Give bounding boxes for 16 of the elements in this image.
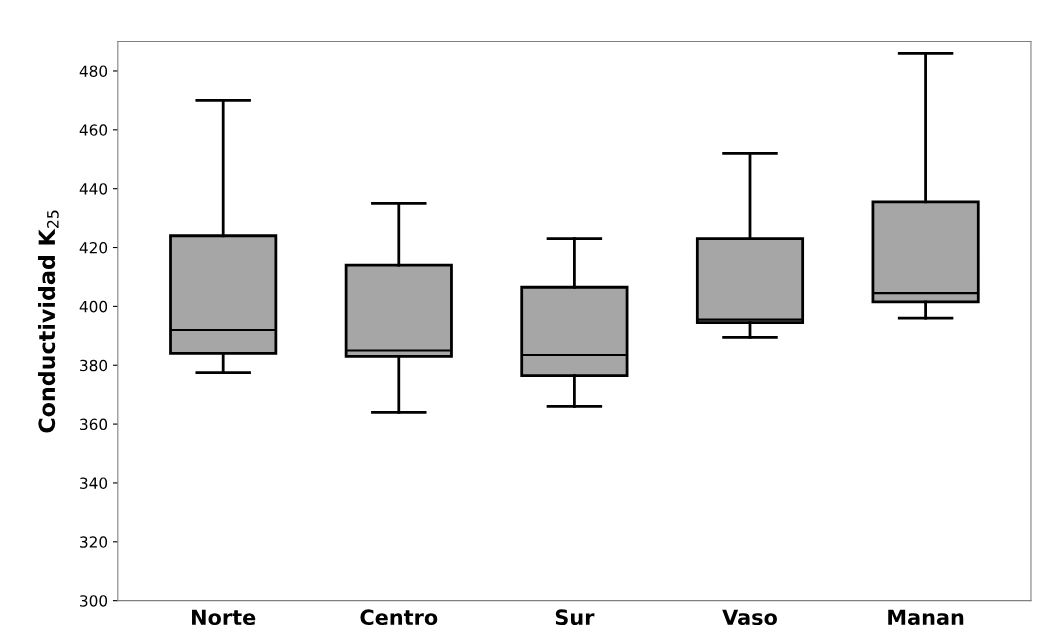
y-tick-label: 320 (80, 536, 108, 548)
x-tick-label: Centro (360, 609, 438, 626)
x-tick-label: Vaso (722, 609, 777, 626)
y-tick-label: 360 (80, 418, 108, 431)
x-tick-label: Norte (192, 609, 256, 626)
y-tick-label: 440 (79, 183, 108, 195)
y-tick-label: 400 (79, 300, 108, 313)
x-tick-label: Manan (888, 609, 964, 626)
y-tick-label: 340 (80, 477, 108, 489)
y-tick-label: 460 (79, 124, 108, 136)
y-tick-label: 380 (80, 359, 108, 372)
y-axis-title: Conductividad K$_{25}$ (37, 210, 59, 433)
y-tick-label: 300 (80, 595, 108, 607)
y-tick-label: 480 (79, 65, 108, 77)
y-tick-label: 420 (79, 241, 108, 254)
x-tick-label: Sur (555, 609, 595, 626)
